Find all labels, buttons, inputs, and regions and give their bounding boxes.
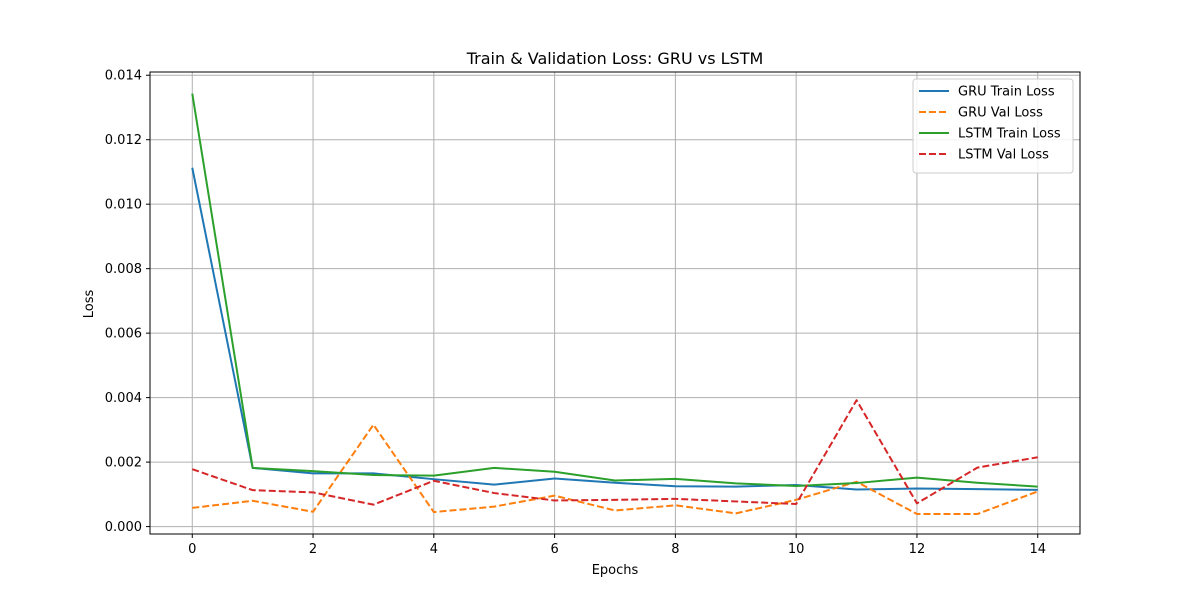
legend-box <box>912 78 1074 174</box>
y-tick-label: 0.008 <box>105 262 142 277</box>
y-tick-label: 0.006 <box>105 327 142 342</box>
legend: GRU Train Loss GRU Val Loss LSTM Train Los… <box>912 78 1074 174</box>
y-tick-label: 0.004 <box>105 391 142 406</box>
y-tick-label: 0.000 <box>105 520 142 535</box>
x-axis-ticks: 0 2 4 6 8 10 12 14 <box>188 534 1046 557</box>
x-tick-label: 4 <box>430 542 438 557</box>
legend-label: GRU Val Loss <box>958 106 1043 121</box>
x-tick-label: 2 <box>309 542 317 557</box>
y-axis-ticks: 0.000 0.002 0.004 0.006 0.008 0.010 0.012 0.014 <box>105 69 150 535</box>
legend-label: GRU Train Loss <box>958 85 1055 100</box>
x-tick-label: 14 <box>1029 542 1046 557</box>
series-line-lstm-train-loss <box>191 93 1038 488</box>
legend-label: LSTM Val Loss <box>958 148 1049 163</box>
series-line-gru-val-loss <box>192 423 1039 516</box>
y-tick-label: 0.012 <box>105 133 142 148</box>
y-tick-label: 0.014 <box>105 69 142 84</box>
x-tick-label: 0 <box>188 542 196 557</box>
plot-frame <box>149 71 1081 535</box>
chart-title: Train & Validation Loss: GRU vs LSTM <box>466 49 764 68</box>
y-axis-label: Loss <box>82 290 97 319</box>
y-tick-label: 0.010 <box>105 198 142 213</box>
legend-label: LSTM Train Loss <box>958 127 1061 142</box>
y-tick-label: 0.002 <box>105 456 142 471</box>
x-tick-label: 6 <box>550 542 558 557</box>
x-tick-label: 10 <box>788 542 805 557</box>
x-tick-label: 8 <box>671 542 679 557</box>
x-tick-label: 12 <box>909 542 926 557</box>
series-lines <box>191 93 1039 516</box>
x-axis-label: Epochs <box>592 563 639 578</box>
series-line-lstm-val-loss <box>191 399 1038 506</box>
